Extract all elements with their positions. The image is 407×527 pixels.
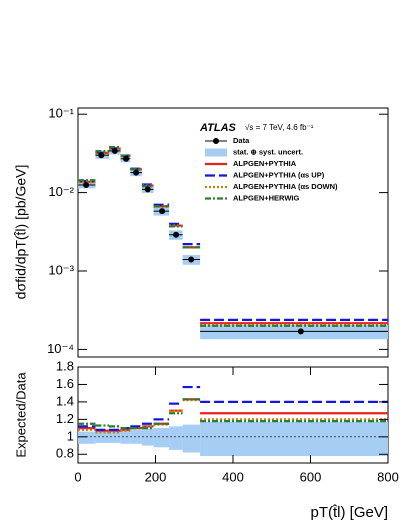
y-tick-label: 10⁻³ — [48, 262, 74, 277]
uncertainty-band — [182, 424, 201, 453]
data-point — [144, 186, 151, 193]
uncertainty-band — [153, 428, 170, 448]
y-tick-label: 10⁻¹ — [48, 106, 74, 121]
data-point — [123, 155, 130, 162]
uncertainty-band — [109, 431, 121, 443]
uncertainty-band — [141, 428, 154, 446]
x-tick-label: 400 — [222, 469, 244, 484]
legend-swatch — [213, 138, 219, 144]
atlas-label: ATLAS — [199, 122, 237, 134]
uncertainty-band — [200, 421, 388, 457]
legend-label: ALPGEN+PYTHIA (αs UP) — [233, 170, 325, 179]
data-point — [173, 231, 180, 238]
uncertainty-band — [78, 431, 96, 444]
uncertainty-band — [130, 429, 142, 444]
x-tick-label: 200 — [145, 469, 167, 484]
top-frame — [77, 107, 389, 358]
x-tick-label: 600 — [300, 469, 322, 484]
y-tick-label: 1.4 — [56, 393, 74, 408]
energy-label: √s = 7 TeV, 4.6 fb⁻¹ — [245, 123, 314, 132]
legend-label: ALPGEN+PYTHIA (αs DOWN) — [233, 182, 338, 191]
x-axis-label: pT(t̂l) [GeV] — [310, 504, 388, 521]
uncertainty-band — [95, 431, 109, 443]
y-tick-label: 1.6 — [56, 376, 74, 391]
legend-swatch — [205, 148, 227, 157]
legend-label: Data — [233, 136, 250, 145]
y-axis-label: Expected/Data — [13, 372, 28, 458]
data-point — [297, 328, 304, 335]
y-axis-label: dσfid/dpT(t̂l) [pb/GeV] — [13, 165, 29, 300]
data-point — [133, 169, 140, 176]
data-point — [188, 256, 195, 263]
y-tick-label: 1.2 — [56, 411, 74, 426]
legend-label: stat. ⊕ syst. uncert. — [233, 147, 303, 156]
y-tick-label: 1.8 — [56, 358, 74, 373]
data-point — [98, 152, 105, 159]
legend-label: ALPGEN+PYTHIA — [233, 159, 297, 168]
y-tick-label: 0.8 — [56, 446, 74, 461]
y-tick-label: 10⁻² — [48, 184, 74, 199]
data-point — [159, 208, 166, 215]
data-point — [83, 182, 90, 189]
x-tick-label: 0 — [74, 469, 81, 484]
y-tick-label: 10⁻⁴ — [47, 341, 74, 356]
legend-label: ALPGEN+HERWIG — [233, 193, 299, 202]
uncertainty-band — [169, 426, 183, 450]
data-point — [111, 147, 118, 154]
uncertainty-band — [120, 430, 131, 444]
y-tick-label: 1 — [67, 428, 74, 443]
uncertainty-band — [200, 324, 388, 340]
x-tick-label: 800 — [377, 469, 399, 484]
